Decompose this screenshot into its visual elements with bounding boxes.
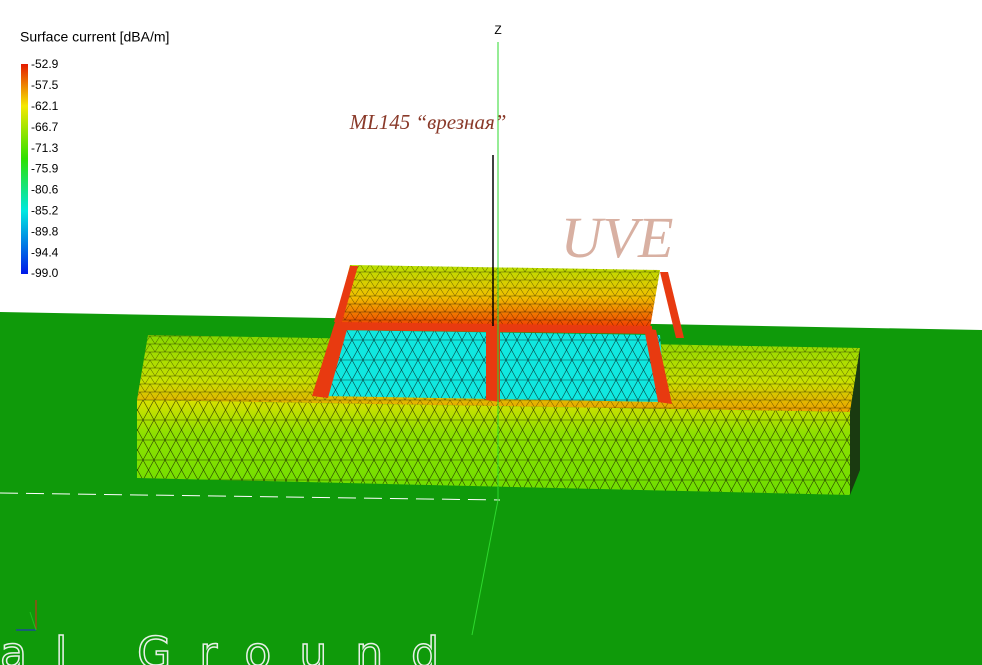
- axis-label: Z: [494, 23, 501, 37]
- colorbar-ticks: -52.9 -57.5 -62.1 -66.7 -71.3 -75.9 -80.6 -85.2…: [31, 57, 59, 280]
- colorbar-label: -75.9: [31, 162, 59, 176]
- watermark: UVE: [561, 205, 674, 270]
- triad-x: [29, 611, 37, 631]
- colorbar-label: -89.8: [31, 224, 59, 238]
- colorbar-label: -85.2: [31, 203, 59, 217]
- pillar: [486, 326, 500, 402]
- colorbar-label: -66.7: [31, 120, 59, 134]
- pillar: [312, 322, 348, 398]
- colorbar-label: -52.9: [31, 57, 59, 71]
- colorbar-label: -62.1: [31, 99, 59, 113]
- colorbar-label: -94.4: [31, 245, 59, 259]
- annotation: ML145 “врезная”: [349, 110, 507, 134]
- ground-axis: [0, 492, 501, 501]
- colorbar-label: -71.3: [31, 141, 59, 155]
- colorbar: [21, 64, 28, 274]
- colorbar-label: -99.0: [31, 266, 59, 280]
- body-end: [850, 348, 860, 495]
- x-axis: [471, 499, 499, 636]
- pillar: [660, 272, 684, 338]
- colorbar-label: -80.6: [31, 183, 59, 197]
- pillar: [334, 266, 358, 322]
- legend-title: Surface current [dBA/m]: [20, 29, 169, 45]
- ground-label: al Ground: [0, 628, 467, 665]
- body-side-mesh: [137, 400, 850, 495]
- roof-edge: [336, 322, 652, 334]
- pillar: [644, 328, 672, 404]
- colorbar-label: -57.5: [31, 78, 59, 92]
